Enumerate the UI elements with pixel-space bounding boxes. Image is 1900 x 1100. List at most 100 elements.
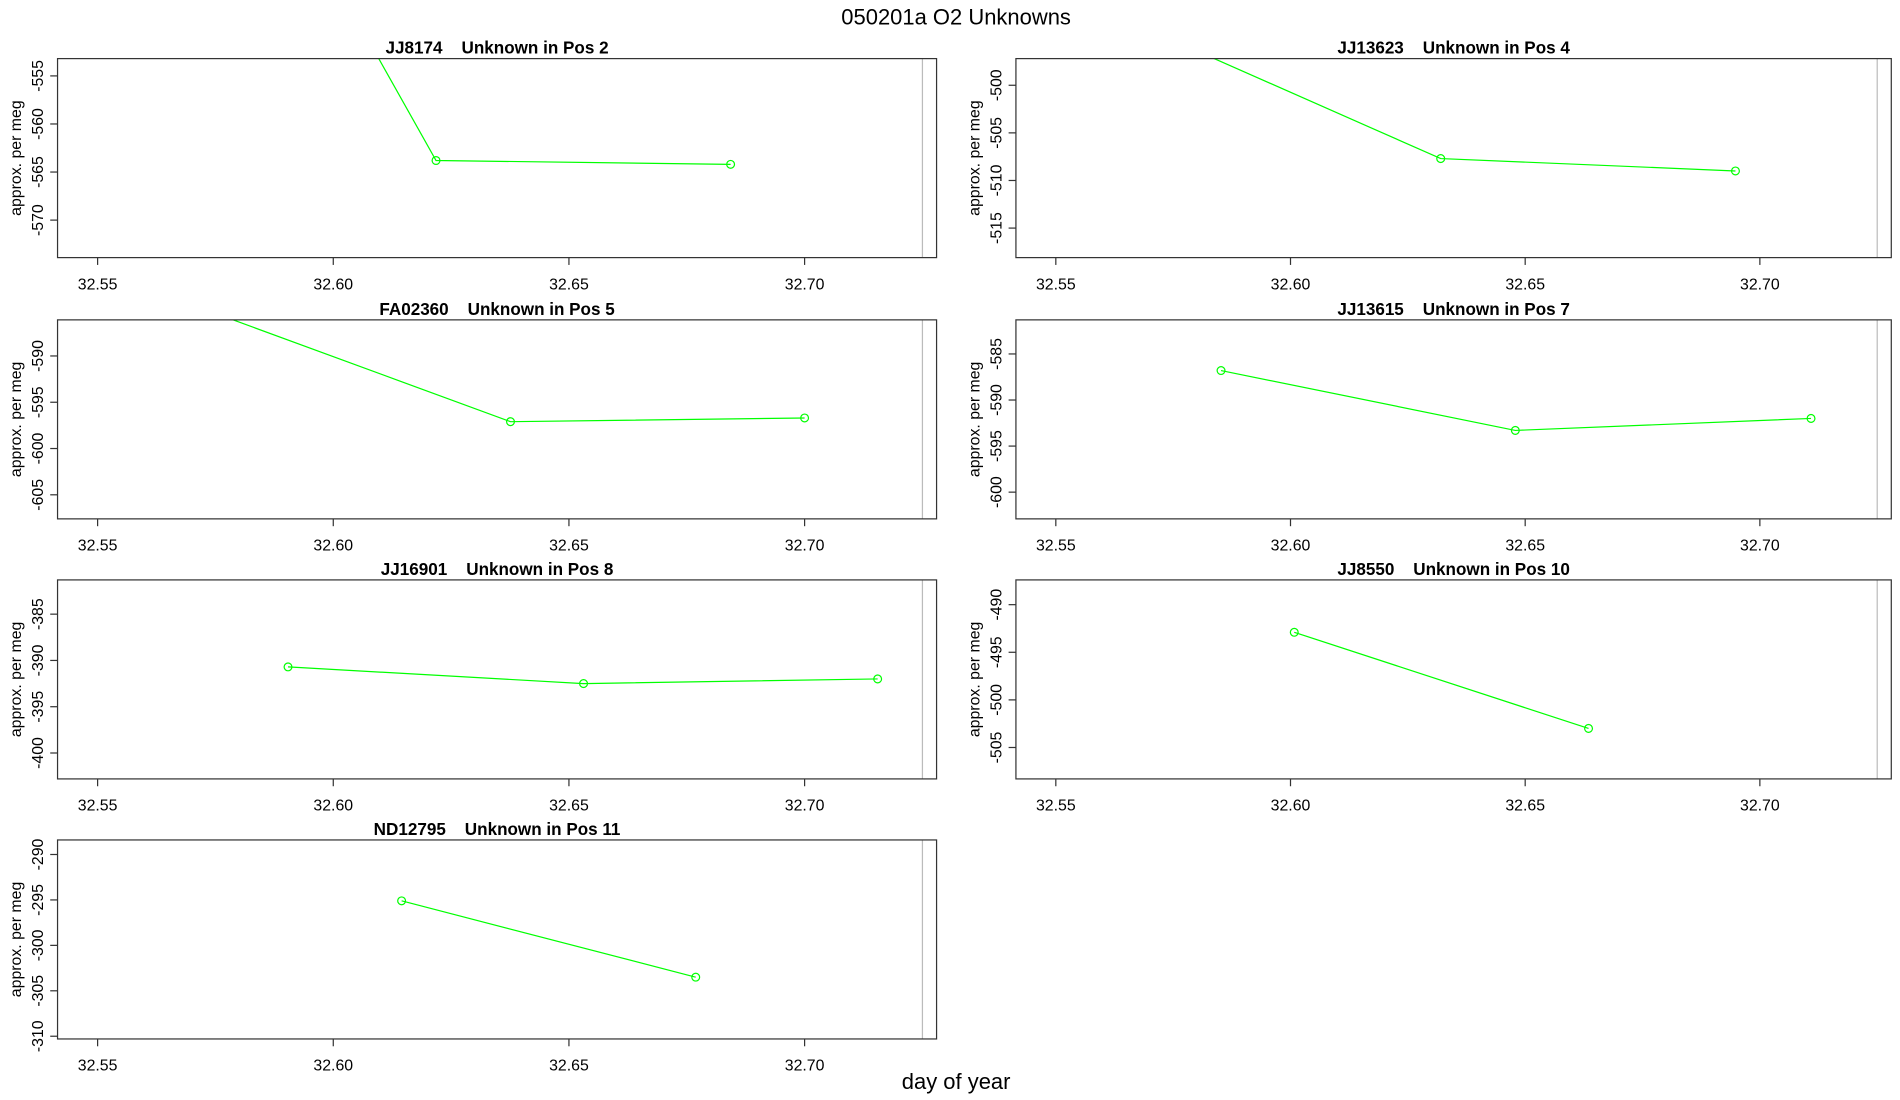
y-tick-label: -505 (988, 117, 1005, 149)
data-line (1220, 369, 1812, 432)
y-tick-label: -570 (30, 204, 47, 236)
y-axis-label: approx. per meg (8, 100, 25, 215)
y-tick-label: -500 (988, 69, 1005, 101)
data-line (378, 58, 731, 165)
y-tick-label: -565 (30, 156, 47, 188)
y-tick-label: -605 (30, 479, 47, 511)
data-line (401, 900, 696, 978)
data-point (579, 679, 589, 689)
y-tick-label: -490 (988, 589, 1005, 621)
panel-title: FA02360 Unknown in Pos 5 (379, 300, 615, 319)
plot-area (397, 896, 701, 982)
data-point (283, 662, 293, 672)
y-axis-label: approx. per meg (966, 100, 983, 215)
y-tick-label: -600 (30, 432, 47, 464)
panel-title: ND12795 Unknown in Pos 11 (374, 820, 621, 839)
x-tick-label: 32.65 (1505, 798, 1545, 815)
data-point (1584, 723, 1594, 733)
y-tick-label: -560 (30, 108, 47, 140)
data-point (1143, 25, 1151, 33)
panel-title: JJ8550 Unknown in Pos 10 (1337, 560, 1570, 579)
plot-frame (1015, 579, 1892, 780)
data-line (1294, 631, 1589, 730)
panel: FA02360 Unknown in Pos 5 32.55 32.60 32.65 3… (8, 300, 938, 555)
panel-title: JJ8174 Unknown in Pos 2 (386, 39, 609, 58)
data-point (1510, 425, 1520, 435)
x-tick-label: 32.60 (313, 798, 353, 815)
y-axis-label: approx. per meg (8, 882, 25, 997)
data-point (800, 413, 810, 423)
y-tick-label: -585 (988, 338, 1005, 370)
x-tick-label: 32.60 (1271, 538, 1311, 555)
data-point (505, 417, 516, 427)
y-tick-label: -510 (988, 164, 1005, 196)
data-point (1289, 627, 1299, 637)
x-tick-label: 32.55 (78, 1058, 118, 1075)
x-tick-label: 32.65 (549, 538, 589, 555)
data-point (1730, 166, 1740, 176)
x-tick-label: 32.70 (1740, 538, 1780, 555)
y-tick-label: -505 (988, 731, 1005, 763)
y-tick-label: -595 (30, 386, 47, 418)
x-tick-label: 32.65 (549, 276, 589, 293)
plot-area (283, 662, 883, 689)
x-tick-label: 32.65 (1505, 538, 1545, 555)
x-tick-label: 32.55 (78, 798, 118, 815)
y-tick-label: -300 (30, 929, 47, 961)
plot-area (212, 309, 810, 427)
y-tick-label: -555 (30, 60, 47, 92)
y-axis-label: approx. per meg (966, 362, 983, 477)
x-tick-label: 32.65 (549, 1058, 589, 1075)
data-line (231, 319, 805, 423)
data-point (691, 972, 701, 982)
y-tick-label: -290 (30, 838, 47, 870)
x-tick-label: 32.70 (785, 1058, 825, 1075)
panel-title: JJ13623 Unknown in Pos 4 (1337, 39, 1570, 58)
y-tick-label: -390 (30, 644, 47, 676)
data-line (287, 666, 878, 685)
y-tick-label: -600 (988, 476, 1005, 508)
data-point (397, 896, 407, 906)
panel: ND12795 Unknown in Pos 11 32.55 32.60 32.65… (8, 820, 938, 1075)
x-tick-label: 32.55 (1036, 276, 1076, 293)
x-tick-label: 32.70 (785, 798, 825, 815)
x-tick-label: 32.60 (1271, 798, 1311, 815)
data-point (1216, 366, 1226, 376)
plot-frame (56, 579, 938, 780)
plot-frame (1015, 319, 1892, 520)
plot-area (1216, 366, 1816, 435)
x-tick-label: 32.65 (1505, 276, 1545, 293)
plot-frame (56, 57, 938, 259)
y-tick-label: -305 (30, 975, 47, 1007)
figure-title: 050201a O2 Unknowns (841, 4, 1071, 29)
x-tick-label: 32.70 (1740, 798, 1780, 815)
y-axis-label: approx. per meg (8, 622, 25, 737)
x-tick-label: 32.70 (1740, 276, 1780, 293)
x-tick-label: 32.60 (1271, 276, 1311, 293)
panel: JJ8174 Unknown in Pos 2 32.55 32.60 32.65 32… (8, 39, 938, 293)
plot-area (378, 58, 736, 169)
y-tick-label: -515 (988, 212, 1005, 244)
data-point (431, 155, 441, 166)
plot-area (1143, 25, 1740, 176)
y-tick-label: -500 (988, 684, 1005, 716)
plot-frame (1015, 57, 1892, 259)
x-tick-label: 32.55 (1036, 798, 1076, 815)
data-line (1212, 58, 1736, 172)
x-tick-label: 32.60 (313, 1058, 353, 1075)
y-tick-label: -590 (30, 340, 47, 372)
y-tick-label: -495 (988, 636, 1005, 668)
data-point (873, 674, 883, 684)
plot-frame (56, 319, 938, 520)
x-tick-label: 32.70 (785, 276, 825, 293)
y-tick-label: -590 (988, 384, 1005, 416)
data-point (1806, 413, 1816, 423)
panel-title: JJ16901 Unknown in Pos 8 (381, 560, 614, 579)
panel: JJ13623 Unknown in Pos 4 32.55 32.60 32.65 3… (966, 25, 1892, 293)
y-tick-label: -385 (30, 598, 47, 630)
data-point (212, 309, 220, 317)
x-tick-label: 32.55 (1036, 538, 1076, 555)
panel-title: JJ13615 Unknown in Pos 7 (1337, 300, 1570, 319)
y-tick-label: -310 (30, 1020, 47, 1052)
panel: JJ16901 Unknown in Pos 8 32.55 32.60 32.65 3… (8, 560, 938, 815)
